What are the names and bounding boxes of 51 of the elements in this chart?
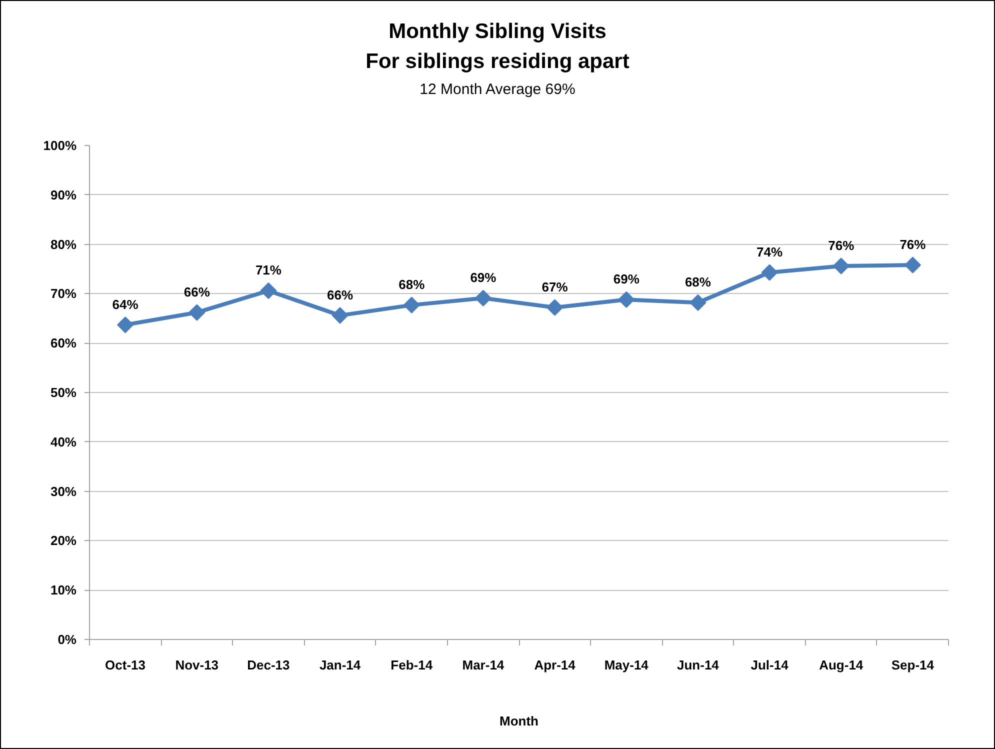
- data-label: 68%: [684, 274, 712, 290]
- x-tick-label: Mar-14: [462, 658, 505, 672]
- x-tick-label: Apr-14: [534, 658, 576, 672]
- x-tick-label: Sep-14: [891, 658, 935, 672]
- data-label: 76%: [828, 238, 855, 254]
- x-tick-label: Aug-14: [819, 658, 864, 672]
- point: [546, 299, 564, 316]
- y-tick-label: 60%: [50, 336, 77, 351]
- data-label: 64%: [112, 296, 139, 312]
- data-label: 74%: [756, 244, 783, 260]
- point: [332, 307, 348, 324]
- x-tick-label: Feb-14: [390, 658, 434, 672]
- x-tick-label: Jul-14: [750, 658, 790, 672]
- y-tick-label: 100%: [43, 138, 77, 153]
- point: [260, 282, 277, 300]
- data-label: 67%: [542, 280, 568, 295]
- data-label: 69%: [613, 272, 640, 287]
- y-tick-label: 30%: [50, 484, 77, 499]
- x-tick-label: Jan-14: [319, 658, 362, 672]
- data-label: 66%: [184, 284, 210, 300]
- data-label: 68%: [398, 277, 426, 292]
- point: [761, 264, 778, 281]
- y-tick-label: 40%: [50, 434, 77, 450]
- data-label: 66%: [327, 287, 354, 302]
- x-tick-label: Dec-13: [247, 658, 290, 672]
- x-axis-title: Month: [500, 714, 539, 728]
- y-tick-label: 50%: [50, 385, 77, 400]
- chart-subtitle: For siblings residing apart: [366, 49, 630, 75]
- point: [904, 256, 921, 274]
- point: [690, 294, 706, 311]
- point: [403, 296, 420, 314]
- data-label: 71%: [255, 262, 282, 278]
- y-tick-label: 10%: [50, 582, 77, 598]
- x-tick-label: Oct-13: [105, 658, 146, 672]
- point: [832, 258, 850, 274]
- data-label: 76%: [900, 237, 926, 252]
- point: [117, 316, 134, 334]
- x-tick-label: Nov-13: [175, 658, 219, 672]
- x-tick-label: May-14: [604, 658, 650, 672]
- text: 12 Month Average 69%: [420, 80, 576, 100]
- point: [474, 290, 492, 306]
- x-tick-label: Jun-14: [677, 658, 720, 672]
- point: [618, 291, 635, 308]
- data-label: 69%: [470, 270, 497, 286]
- y-tick-label: 70%: [50, 286, 77, 302]
- y-tick-label: 20%: [50, 533, 77, 548]
- y-tick-label: 90%: [50, 187, 77, 202]
- chart-title: Monthly Sibling Visits: [388, 19, 606, 45]
- point: [188, 304, 206, 321]
- y-tick-label: 0%: [58, 632, 77, 647]
- y-tick-label: 80%: [50, 236, 77, 252]
